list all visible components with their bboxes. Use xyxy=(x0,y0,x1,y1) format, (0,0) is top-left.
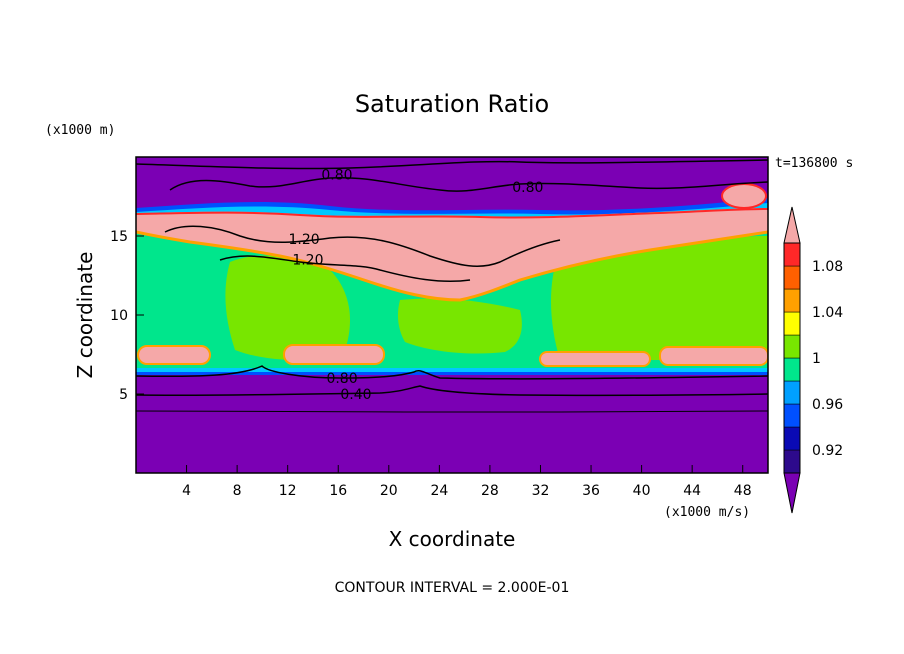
y-axis-label: Z coordinate xyxy=(73,252,97,379)
light-green-patch-mid xyxy=(397,298,522,354)
light-green-patch-left xyxy=(225,255,350,361)
x-tick-label: 44 xyxy=(683,483,701,499)
y-tick-label: 5 xyxy=(119,387,128,403)
colorbar-under-arrow xyxy=(783,472,801,514)
colorbar-segment xyxy=(783,265,801,290)
x-tick-label: 4 xyxy=(182,483,191,499)
colorbar-tick-label: 1 xyxy=(812,351,821,367)
light-green-patch-right xyxy=(551,236,768,360)
x-tick-label: 40 xyxy=(633,483,651,499)
colorbar-segment xyxy=(783,357,801,382)
colorbar-segment xyxy=(783,380,801,405)
y-tick-label: 10 xyxy=(110,308,128,324)
y-unit-label: (x1000 m) xyxy=(45,123,115,138)
colorbar-tick-label: 1.08 xyxy=(812,259,843,275)
x-tick-label: 32 xyxy=(532,483,550,499)
contour-label: 0.40 xyxy=(340,387,371,403)
supersaturated-band xyxy=(136,208,768,300)
x-tick-label: 16 xyxy=(329,483,347,499)
x-unit-label: (x1000 m/s) xyxy=(664,505,750,520)
x-tick-label: 12 xyxy=(279,483,297,499)
contour-label: 1.20 xyxy=(292,253,323,269)
colorbar-tick-label: 1.04 xyxy=(812,305,843,321)
colorbar-tick-label: 0.92 xyxy=(812,443,843,459)
base-cyan-layer xyxy=(136,368,768,372)
colorbar: 0.92 0.96 1 1.04 1.08 xyxy=(783,206,843,514)
colorbar-segment xyxy=(783,426,801,451)
x-tick-label: 24 xyxy=(430,483,448,499)
base-blue-layer xyxy=(136,372,768,375)
lower-dry-layer xyxy=(136,375,768,473)
lower-lens-1 xyxy=(137,345,211,365)
lower-lens-4 xyxy=(659,346,768,366)
colorbar-frame xyxy=(783,242,801,474)
contour-040 xyxy=(136,385,768,397)
contour-080-lower xyxy=(136,365,768,380)
contour-label: 1.20 xyxy=(289,232,320,248)
contour-interval-label: CONTOUR INTERVAL = 2.000E-01 xyxy=(335,580,570,596)
x-tick-label: 28 xyxy=(481,483,499,499)
contour-label: 0.80 xyxy=(321,167,352,183)
colorbar-over-arrow xyxy=(783,206,801,244)
colorbar-tick-label: 0.96 xyxy=(812,397,843,413)
plot-area xyxy=(136,157,768,473)
contour-label: 0.80 xyxy=(512,180,543,196)
time-label: t=136800 s xyxy=(775,156,853,171)
x-tick-label: 8 xyxy=(233,483,242,499)
y-tick-label: 15 xyxy=(110,229,128,245)
colorbar-segment xyxy=(783,403,801,428)
contour-080-upper xyxy=(169,176,768,192)
colorbar-segment xyxy=(783,334,801,359)
contour-120-b xyxy=(219,255,471,283)
colorbar-segment xyxy=(783,242,801,267)
lower-lens-2 xyxy=(283,344,385,365)
x-axis-label: X coordinate xyxy=(389,527,516,551)
contour-label: 0.80 xyxy=(326,371,357,387)
contour-labels: 0.800.801.201.200.800.40 xyxy=(289,167,544,403)
colorbar-segment xyxy=(783,449,801,474)
lower-lens-3 xyxy=(539,351,651,367)
band-red-top xyxy=(136,208,768,219)
upper-right-cell xyxy=(721,183,767,209)
colorbar-segment xyxy=(783,311,801,336)
band-orange-edge xyxy=(136,230,768,302)
x-tick-label: 20 xyxy=(380,483,398,499)
contour-080-top xyxy=(136,159,768,170)
x-tick-label: 48 xyxy=(734,483,752,499)
contour-120-a xyxy=(164,225,561,267)
colorbar-segment xyxy=(783,288,801,313)
chart-title: Saturation Ratio xyxy=(355,90,549,118)
contour-lowest xyxy=(136,410,768,413)
x-tick-label: 36 xyxy=(582,483,600,499)
